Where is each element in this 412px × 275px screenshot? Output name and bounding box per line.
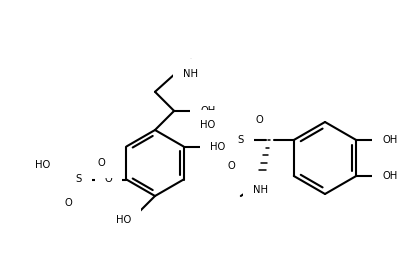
Text: OH: OH [382, 171, 398, 181]
Text: NH: NH [253, 185, 268, 195]
Text: OH: OH [200, 106, 215, 116]
Text: O: O [256, 115, 264, 125]
Text: HO: HO [116, 215, 131, 225]
Text: O: O [97, 158, 105, 167]
Text: HO: HO [210, 142, 225, 152]
Text: HO: HO [199, 120, 215, 130]
Text: S: S [238, 135, 244, 145]
Text: O: O [227, 161, 235, 171]
Text: O: O [65, 199, 73, 208]
Text: NH: NH [183, 69, 198, 79]
Text: O: O [105, 175, 112, 185]
Text: HO: HO [35, 160, 50, 169]
Text: S: S [75, 175, 82, 185]
Text: OH: OH [382, 135, 398, 145]
